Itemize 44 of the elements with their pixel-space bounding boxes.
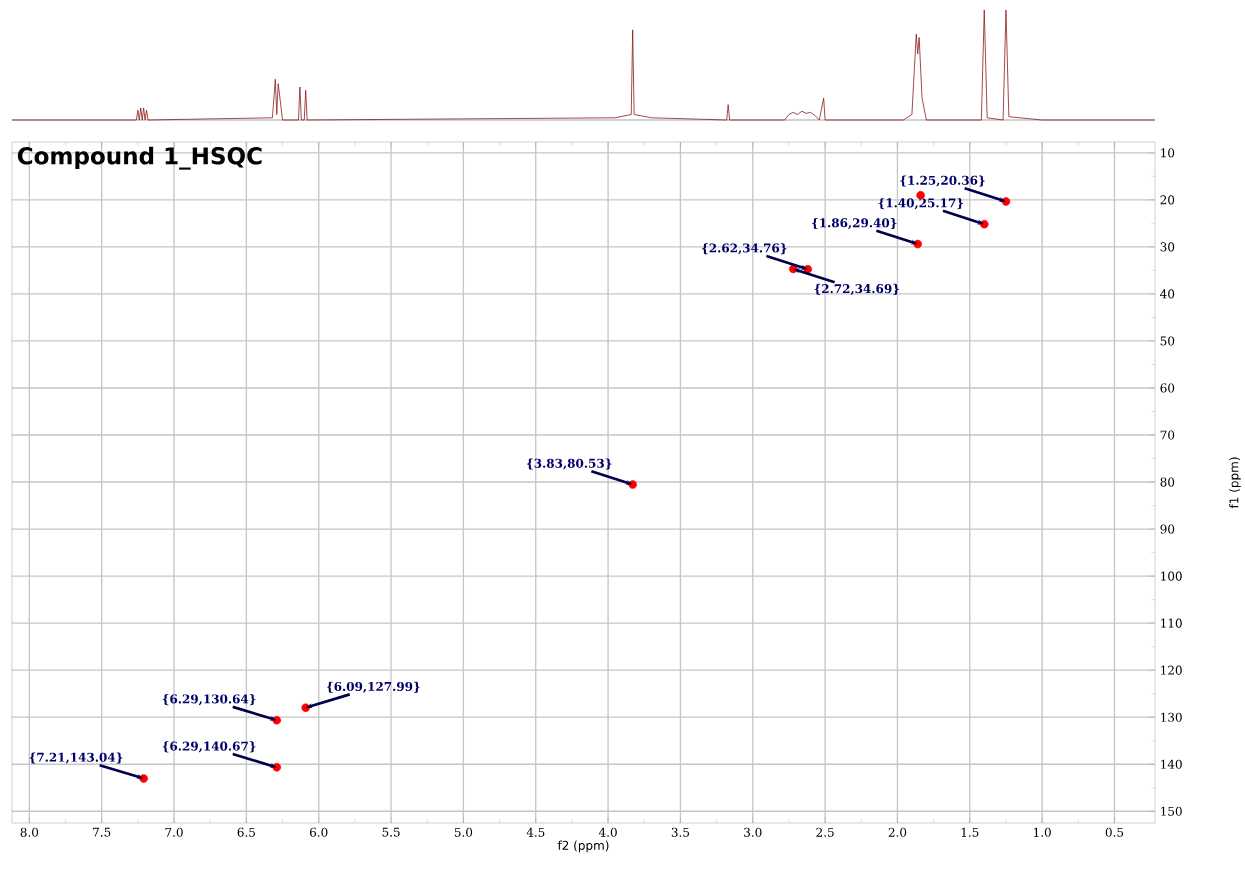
x-tick-label: 1.0 xyxy=(1034,827,1051,837)
y-tick-label: 80 xyxy=(1160,477,1175,487)
x-tick-label: 3.0 xyxy=(744,827,762,837)
x-tick-label: 5.0 xyxy=(454,827,473,837)
x-tick-label: 3.5 xyxy=(671,827,690,837)
y-tick-label: 30 xyxy=(1160,242,1175,252)
y-tick-label: 130 xyxy=(1161,712,1182,722)
y-tick-label: 150 xyxy=(1161,806,1182,816)
y-tick-label: 90 xyxy=(1160,524,1175,534)
y-tick-label: 20 xyxy=(1160,195,1175,205)
annotation: {7.21,143.04} xyxy=(29,752,123,764)
y-tick-label: 40 xyxy=(1160,289,1175,299)
y-tick-label: 60 xyxy=(1160,383,1175,393)
x-tick-label: 2.0 xyxy=(888,827,907,837)
y-tick-label: 120 xyxy=(1161,665,1182,675)
x-tick-label: 6.5 xyxy=(237,827,255,837)
annotation: {1.40,25.17} xyxy=(878,198,963,210)
x-tick-label: 6.0 xyxy=(309,827,328,837)
annotation: {6.29,130.64} xyxy=(162,694,256,706)
annotation: {1.25,20.36} xyxy=(900,175,985,187)
annotation: {6.09,127.99} xyxy=(326,681,420,693)
y-tick-label: 70 xyxy=(1160,430,1175,440)
x-tick-label: 7.0 xyxy=(165,827,183,837)
y-tick-label: 10 xyxy=(1161,148,1175,158)
x-tick-label: 7.5 xyxy=(93,827,111,837)
x-tick-label: 4.0 xyxy=(598,827,617,837)
annotation: {6.29,140.67} xyxy=(162,741,256,753)
y-axis-title: f1 (ppm) xyxy=(1229,457,1241,509)
x-tick-label: 5.5 xyxy=(382,827,400,837)
annotation: {2.62,34.76} xyxy=(702,243,787,255)
x-axis-title: f2 (ppm) xyxy=(557,840,609,853)
y-tick-label: 140 xyxy=(1161,759,1182,769)
x-tick-label: 4.5 xyxy=(526,827,545,837)
y-tick-label: 100 xyxy=(1161,571,1182,581)
x-tick-label: 8.0 xyxy=(20,827,39,837)
x-tick-label: 0.5 xyxy=(1105,827,1124,837)
y-tick-label: 50 xyxy=(1160,336,1175,346)
chart-title: Compound 1_HSQC xyxy=(17,146,262,170)
x-tick-label: 2.5 xyxy=(816,827,834,837)
x-tick-label: 1.5 xyxy=(961,827,979,837)
y-tick-label: 110 xyxy=(1161,618,1182,628)
annotation: {2.72,34.69} xyxy=(814,283,899,295)
annotation: {1.86,29.40} xyxy=(812,218,897,230)
annotation: {3.83,80.53} xyxy=(527,458,612,470)
